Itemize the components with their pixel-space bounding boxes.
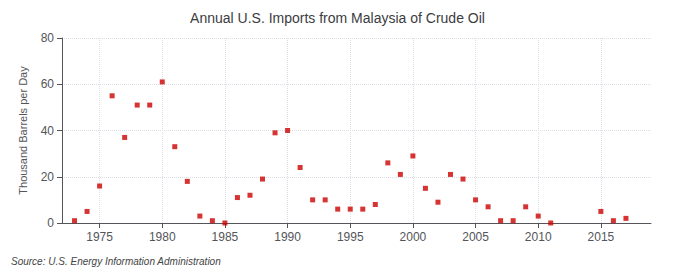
svg-text:Annual U.S. Imports from Malay: Annual U.S. Imports from Malaysia of Cru… bbox=[190, 10, 485, 26]
svg-text:40: 40 bbox=[41, 124, 55, 138]
svg-text:1985: 1985 bbox=[212, 230, 239, 244]
svg-text:2000: 2000 bbox=[400, 230, 427, 244]
svg-text:2015: 2015 bbox=[588, 230, 615, 244]
svg-text:80: 80 bbox=[41, 31, 55, 45]
svg-text:1980: 1980 bbox=[149, 230, 176, 244]
svg-text:1995: 1995 bbox=[337, 230, 364, 244]
svg-text:0: 0 bbox=[47, 216, 54, 230]
svg-text:20: 20 bbox=[41, 170, 55, 184]
svg-text:Thousand Barrels per Day: Thousand Barrels per Day bbox=[17, 66, 29, 195]
svg-text:1990: 1990 bbox=[274, 230, 301, 244]
svg-text:1975: 1975 bbox=[86, 230, 113, 244]
svg-text:60: 60 bbox=[41, 77, 55, 91]
svg-text:Source: U.S. Energy Informatio: Source: U.S. Energy Information Administ… bbox=[11, 256, 221, 267]
svg-text:2010: 2010 bbox=[525, 230, 552, 244]
svg-text:2005: 2005 bbox=[462, 230, 489, 244]
